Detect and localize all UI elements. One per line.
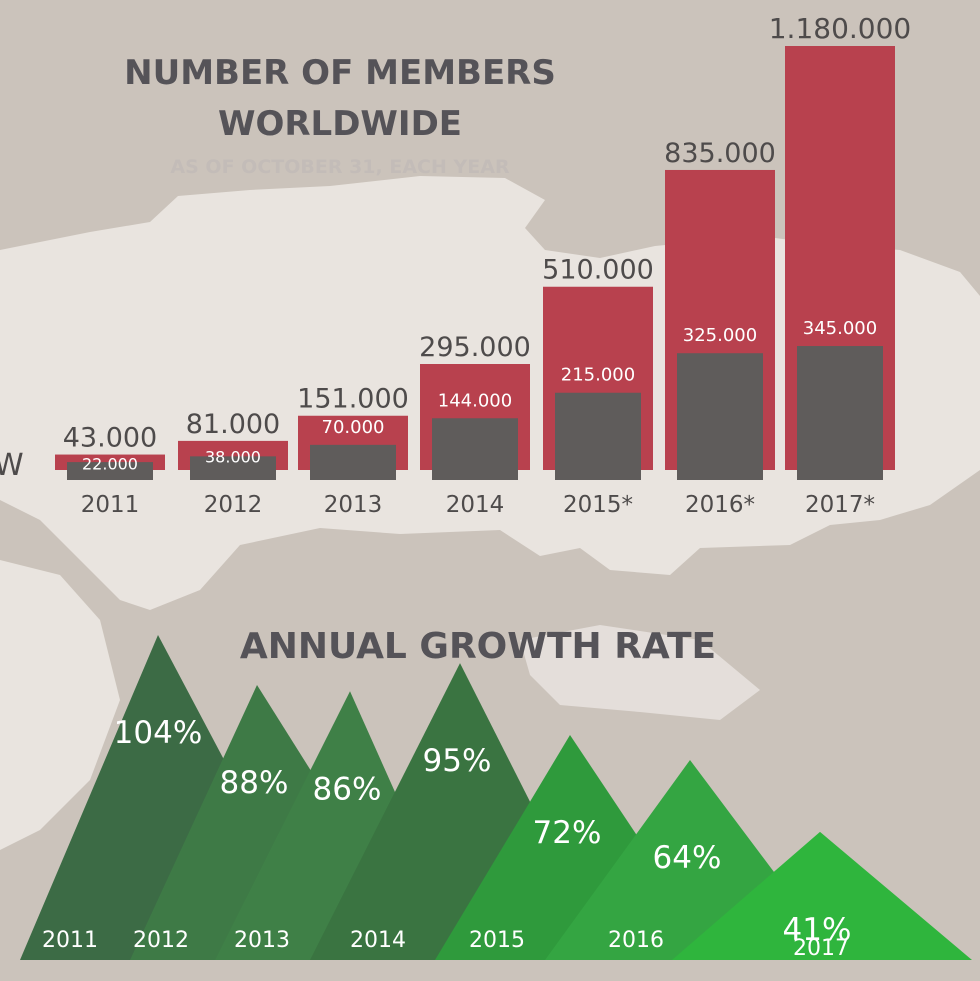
growth-year-label-6: 2017	[793, 936, 849, 961]
growth-year-label-3: 2014	[350, 928, 406, 953]
growth-rate-label-3: 95%	[423, 743, 492, 779]
growth-rate-label-6: 41%	[783, 912, 852, 948]
map-landmass-south	[520, 625, 760, 720]
bar-subset-label-2: 70.000	[322, 417, 385, 438]
bar-total-label-0: 43.000	[63, 423, 157, 454]
left-edge-letter: W	[0, 448, 24, 483]
bar-year-label-0: 2011	[81, 492, 140, 518]
growth-year-label-2: 2013	[234, 928, 290, 953]
bar-total-label-1: 81.000	[186, 409, 280, 440]
bar-subset-label-4: 215.000	[561, 365, 635, 386]
bar-year-label-1: 2012	[204, 492, 263, 518]
map-continent-africa	[0, 560, 120, 850]
bar-year-label-6: 2017*	[805, 492, 875, 518]
bar-total-label-3: 295.000	[419, 332, 531, 363]
bar-total-label-5: 835.000	[664, 138, 776, 169]
growth-rate-label-4: 72%	[533, 815, 602, 851]
bar-subset-1	[190, 456, 276, 480]
bar-subset-6	[797, 346, 883, 480]
growth-rate-label-0: 104%	[114, 715, 203, 751]
members-chart-title-line-2: WORLDWIDE	[218, 104, 462, 144]
bar-subset-label-3: 144.000	[438, 390, 512, 411]
bar-subset-label-1: 38.000	[205, 447, 261, 466]
bar-year-label-4: 2015*	[563, 492, 633, 518]
bar-year-label-2: 2013	[324, 492, 383, 518]
bar-total-label-2: 151.000	[297, 384, 409, 415]
bar-total-label-4: 510.000	[542, 255, 654, 286]
growth-rate-mountains: 104% 2011 88% 2012 86% 2013 95% 2014 72% 2015 64% 2…	[20, 635, 972, 961]
bar-year-label-5: 2016*	[685, 492, 755, 518]
bar-subset-3	[432, 418, 518, 480]
growth-rate-label-5: 64%	[653, 840, 722, 876]
growth-year-label-4: 2015	[469, 928, 525, 953]
bar-subset-4	[555, 392, 641, 480]
growth-year-label-1: 2012	[133, 928, 189, 953]
growth-year-label-0: 2011	[42, 928, 98, 953]
growth-chart-title: ANNUAL GROWTH RATE	[240, 626, 716, 667]
bar-subset-label-0: 22.000	[82, 454, 138, 473]
bar-subset-2	[310, 444, 396, 480]
growth-rate-label-2: 86%	[313, 771, 382, 807]
bar-subset-0	[67, 462, 153, 480]
members-chart-title-line-1: NUMBER OF MEMBERS	[124, 53, 556, 93]
bar-subset-5	[677, 353, 763, 480]
members-chart-subtitle: AS OF OCTOBER 31, EACH YEAR	[170, 156, 510, 178]
growth-mountain-6	[672, 831, 972, 960]
bar-subset-label-6: 345.000	[803, 318, 877, 339]
bar-subset-label-5: 325.000	[683, 325, 757, 346]
growth-rate-label-1: 88%	[220, 765, 289, 801]
growth-year-label-5: 2016	[608, 928, 664, 953]
bar-total-label-6: 1.180.000	[769, 12, 912, 45]
bar-year-label-3: 2014	[446, 492, 505, 518]
